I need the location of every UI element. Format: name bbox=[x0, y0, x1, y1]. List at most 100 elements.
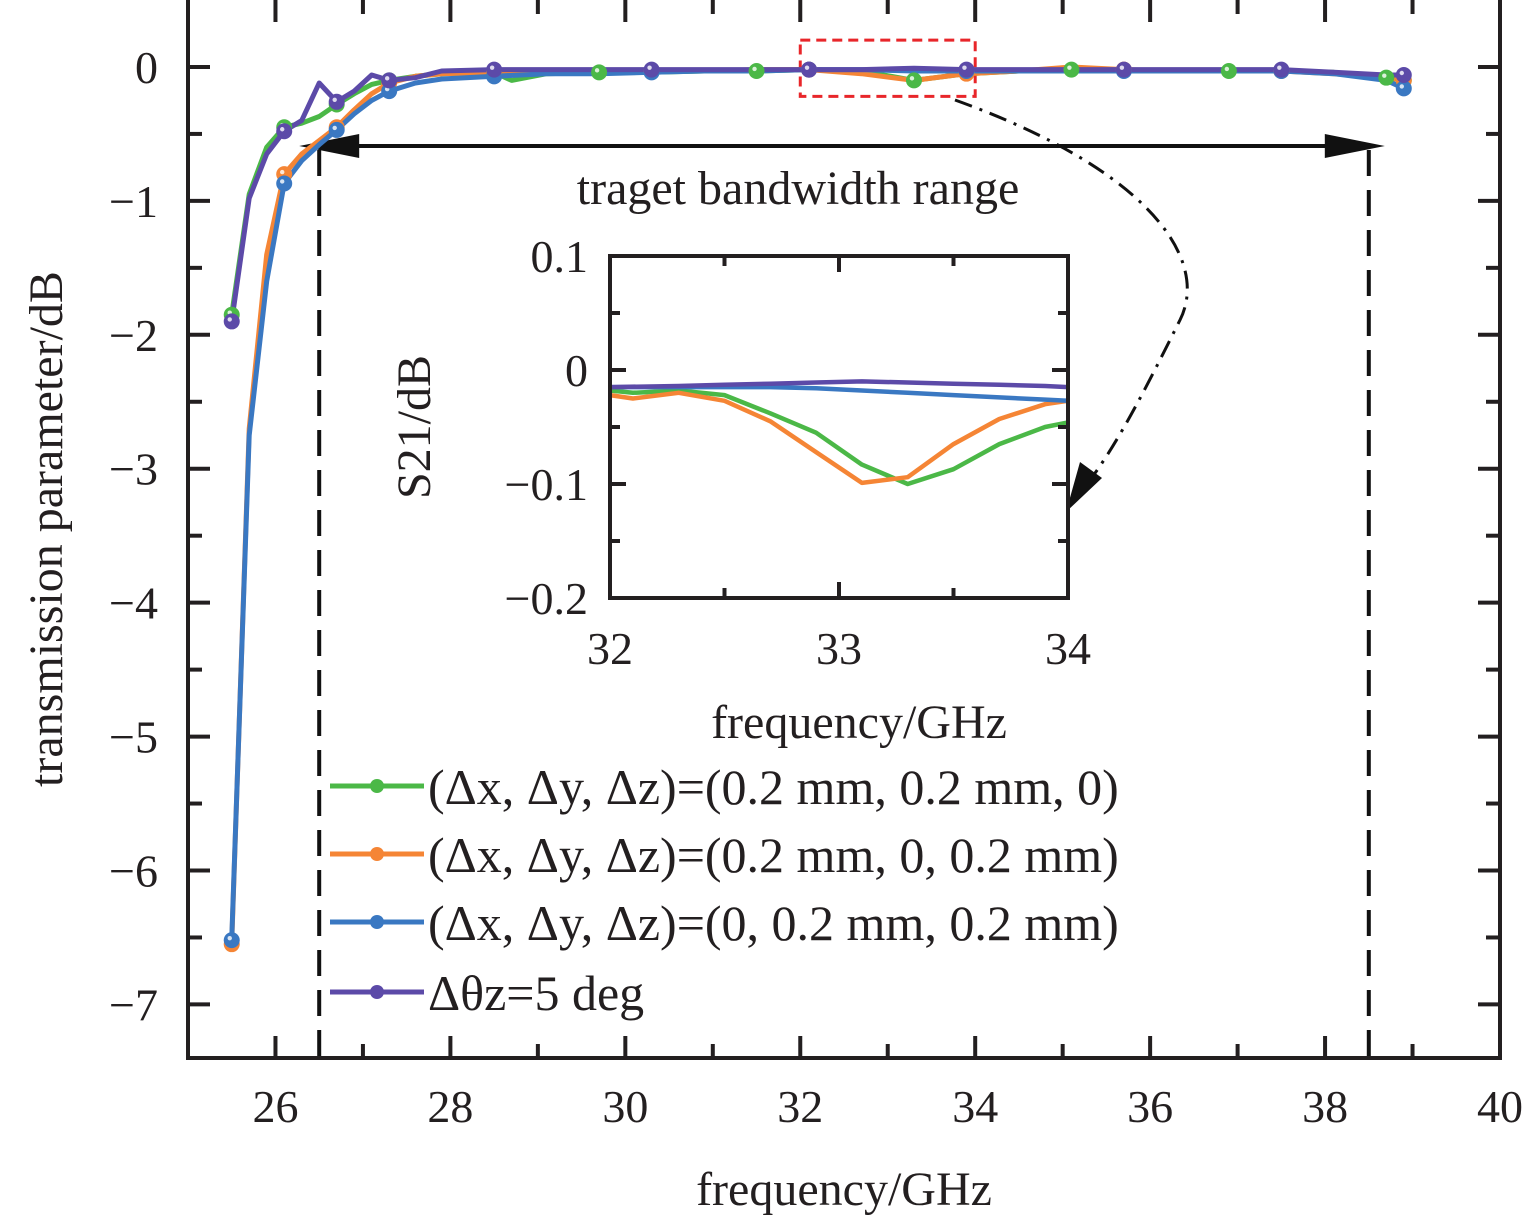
y-tick-label: −6 bbox=[109, 846, 158, 897]
marker-highlight bbox=[594, 68, 600, 73]
y-tick-label: −4 bbox=[109, 578, 158, 629]
x-tick-label: 40 bbox=[1477, 1081, 1523, 1132]
inset-series-layer bbox=[609, 379, 1069, 487]
marker-highlight bbox=[909, 76, 915, 81]
inset-ticks: 32 33 34 0.1 0 −0.1 −0.2 bbox=[505, 231, 1091, 674]
x-tick-label: 30 bbox=[602, 1081, 648, 1132]
legend-item-2: (Δx, Δy, Δz)=(0.2 mm, 0, 0.2 mm) bbox=[330, 827, 1119, 883]
marker-highlight bbox=[227, 317, 232, 322]
series-3-point bbox=[276, 175, 293, 192]
marker-highlight bbox=[962, 65, 967, 70]
inset-plot: 32 33 34 0.1 0 −0.1 −0.2 frequency/GHz S21/dB bbox=[388, 231, 1091, 749]
legend-label: (Δx, Δy, Δz)=(0.2 mm, 0, 0.2 mm) bbox=[428, 827, 1119, 883]
series-1-point bbox=[1378, 69, 1395, 86]
series-1-point bbox=[905, 72, 922, 89]
x-tick-label: 34 bbox=[952, 1081, 998, 1132]
marker-highlight bbox=[1277, 65, 1282, 70]
series-4-point bbox=[276, 123, 293, 140]
marker-highlight bbox=[489, 65, 495, 70]
marker-highlight bbox=[1399, 84, 1404, 89]
bandwidth-range-label: traget bandwidth range bbox=[577, 162, 1020, 215]
marker-highlight bbox=[752, 66, 757, 72]
y-axis-label: transmission parameter/dB bbox=[20, 271, 73, 787]
inset-background bbox=[610, 256, 1068, 598]
y-tick-label: −1 bbox=[109, 176, 158, 227]
series-4-point bbox=[1273, 61, 1290, 78]
series-4-point bbox=[801, 61, 818, 78]
legend-item-3: (Δx, Δy, Δz)=(0, 0.2 mm, 0.2 mm) bbox=[330, 895, 1119, 951]
arrowhead-left-icon bbox=[299, 134, 360, 158]
inset-series-line-2 bbox=[609, 390, 1069, 486]
y-tick-label: −5 bbox=[109, 712, 158, 763]
inset-x-tick-label: 32 bbox=[587, 623, 633, 674]
main-ticks: 26 28 30 32 34 36 38 40 0 −1 −2 −3 −4 −5 −6 −7 bbox=[109, 0, 1523, 1132]
legend-item-4: Δθz=5 deg bbox=[330, 965, 644, 1021]
legend-marker-icon bbox=[370, 985, 384, 999]
y-tick-label: −2 bbox=[109, 310, 158, 361]
legend-label: (Δx, Δy, Δz)=(0.2 mm, 0.2 mm, 0) bbox=[428, 759, 1119, 815]
inset-x-tick-label: 34 bbox=[1045, 623, 1091, 674]
series-4-point bbox=[643, 61, 660, 78]
legend-marker-icon bbox=[370, 847, 384, 861]
main-plot: 26 28 30 32 34 36 38 40 0 −1 −2 −3 −4 −5 −6 −7 frequenc… bbox=[20, 0, 1523, 1216]
marker-highlight bbox=[1224, 66, 1230, 72]
inset-y-axis-label: S21/dB bbox=[388, 355, 441, 499]
x-axis-label: frequency/GHz bbox=[696, 1163, 992, 1216]
inset-x-tick-label: 33 bbox=[816, 623, 862, 674]
marker-highlight bbox=[384, 76, 390, 81]
legend-item-1: (Δx, Δy, Δz)=(0.2 mm, 0.2 mm, 0) bbox=[330, 759, 1119, 815]
legend-marker-icon bbox=[370, 915, 384, 929]
main-axes-frame bbox=[186, 0, 1502, 1060]
series-1-point bbox=[1220, 62, 1237, 79]
inset-y-tick-label: 0 bbox=[565, 345, 588, 396]
series-4-point bbox=[381, 72, 398, 89]
series-3-point bbox=[328, 121, 345, 138]
inset-y-tick-label: 0.1 bbox=[531, 231, 589, 282]
marker-highlight bbox=[227, 935, 232, 941]
marker-highlight bbox=[1382, 73, 1387, 78]
x-tick-label: 26 bbox=[252, 1081, 298, 1132]
y-tick-label: 0 bbox=[135, 42, 158, 93]
x-tick-label: 38 bbox=[1302, 1081, 1348, 1132]
series-4-point bbox=[223, 313, 240, 330]
marker-highlight bbox=[280, 169, 285, 175]
marker-highlight bbox=[647, 65, 652, 70]
marker-highlight bbox=[332, 97, 337, 102]
arrowhead-inset-icon bbox=[1066, 462, 1102, 512]
marker-highlight bbox=[1067, 65, 1072, 70]
y-tick-label: −3 bbox=[109, 444, 158, 495]
x-tick-label: 36 bbox=[1127, 1081, 1173, 1132]
inset-y-tick-label: −0.2 bbox=[505, 573, 588, 624]
series-4-point bbox=[328, 93, 345, 110]
series-1-point bbox=[1063, 61, 1080, 78]
series-3-point bbox=[1395, 80, 1412, 97]
inset-y-tick-label: −0.1 bbox=[505, 459, 588, 510]
inset-series-line-4 bbox=[609, 379, 1069, 390]
y-tick-label: −7 bbox=[109, 979, 158, 1030]
series-1-point bbox=[748, 62, 765, 79]
series-4-point bbox=[486, 61, 503, 78]
marker-highlight bbox=[804, 65, 810, 70]
x-tick-label: 32 bbox=[777, 1081, 823, 1132]
series-4-point bbox=[958, 61, 975, 78]
legend-label: (Δx, Δy, Δz)=(0, 0.2 mm, 0.2 mm) bbox=[428, 895, 1119, 951]
series-4-point bbox=[1115, 61, 1132, 78]
series-4-point bbox=[1395, 66, 1412, 83]
legend-marker-icon bbox=[370, 779, 384, 793]
legend-label: Δθz=5 deg bbox=[428, 965, 644, 1021]
series-1-point bbox=[591, 64, 608, 81]
inset-x-axis-label: frequency/GHz bbox=[711, 696, 1007, 749]
marker-highlight bbox=[1119, 65, 1125, 70]
marker-highlight bbox=[332, 125, 337, 131]
main-series-layer bbox=[223, 61, 1412, 953]
arrowhead-right-icon bbox=[1324, 134, 1385, 158]
legend: (Δx, Δy, Δz)=(0.2 mm, 0.2 mm, 0) (Δx, Δy,… bbox=[330, 759, 1119, 1021]
marker-highlight bbox=[280, 127, 285, 132]
series-3-point bbox=[223, 932, 240, 949]
inset-series-line-1 bbox=[609, 388, 1069, 487]
marker-highlight bbox=[1399, 70, 1404, 76]
x-tick-label: 28 bbox=[427, 1081, 473, 1132]
marker-highlight bbox=[280, 179, 285, 184]
